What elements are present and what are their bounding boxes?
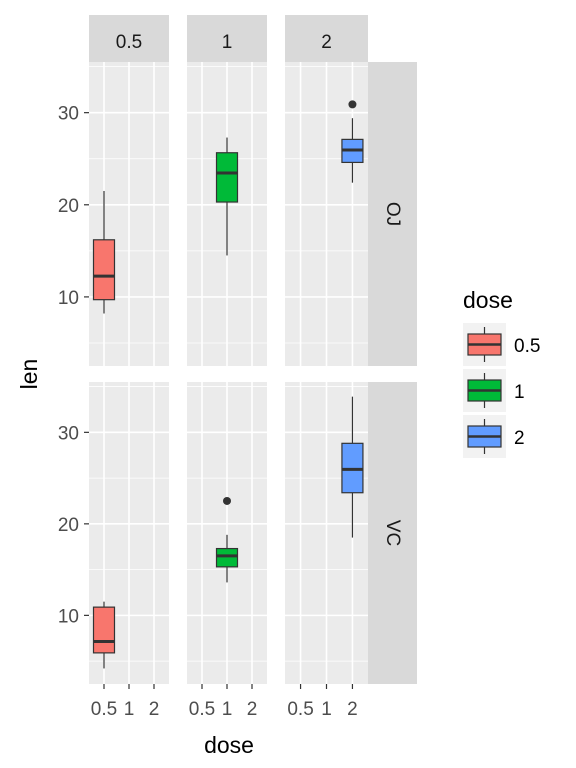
x-tick-label: 0.5 <box>189 699 215 720</box>
panel-VC-1 <box>187 382 267 684</box>
legend: dose 0.5 1 2 <box>463 287 540 458</box>
x-tick-label: 1 <box>222 699 233 720</box>
legend-label: 2 <box>514 428 525 449</box>
legend-key-1: 1 <box>463 369 525 412</box>
column-strip-2 <box>285 15 368 62</box>
column-strip-0.5 <box>89 15 169 62</box>
legend-key-0.5: 0.5 <box>463 323 540 366</box>
row-strip-OJ <box>368 62 417 366</box>
box <box>92 239 116 301</box>
x-tick-label: 0.5 <box>91 699 117 720</box>
row-strip-label: OJ <box>382 202 403 226</box>
y-tick-label: 10 <box>58 288 79 309</box>
outlier-point <box>348 100 357 109</box>
y-tick-label: 30 <box>58 104 79 125</box>
x-tick-label: 2 <box>247 699 258 720</box>
row-strips: OJ VC <box>368 62 417 684</box>
legend-label: 0.5 <box>514 336 540 357</box>
y-axis-title: len <box>16 359 42 390</box>
column-strip-label: 0.5 <box>116 32 142 53</box>
column-strip-label: 2 <box>321 32 332 53</box>
column-strip-label: 1 <box>222 32 233 53</box>
boxplot-VC-1 <box>215 496 239 583</box>
legend-title: dose <box>463 287 513 313</box>
x-tick-label: 2 <box>149 699 160 720</box>
x-axes: 0.5 1 2 0.5 1 2 0.5 1 2 <box>91 684 358 720</box>
legend-key-2: 2 <box>463 415 525 458</box>
row-strip-VC <box>368 382 417 684</box>
boxplot-OJ-1 <box>215 137 239 256</box>
box <box>92 606 116 654</box>
x-tick-label: 1 <box>321 699 332 720</box>
x-axis-title: dose <box>204 732 254 758</box>
y-tick-label: 20 <box>58 515 79 536</box>
panels-layer <box>89 62 368 684</box>
panel-VC-2 <box>285 382 368 684</box>
y-tick-label: 10 <box>58 606 79 627</box>
x-tick-label: 1 <box>124 699 135 720</box>
y-tick-label: 30 <box>58 423 79 444</box>
y-tick-label: 20 <box>58 196 79 217</box>
boxplot-OJ-2 <box>341 100 364 183</box>
boxplot-OJ-0.5 <box>92 190 116 314</box>
outlier-point <box>223 496 231 505</box>
panel-OJ-2 <box>285 62 368 366</box>
box <box>215 152 239 203</box>
column-strips: 0.5 1 2 <box>89 15 368 62</box>
y-axes: 10 20 30 10 20 30 <box>58 104 89 627</box>
boxplot-VC-0.5 <box>92 601 116 669</box>
box <box>215 547 239 568</box>
column-strip-1 <box>187 15 267 62</box>
legend-label: 1 <box>514 382 525 403</box>
x-tick-label: 0.5 <box>287 699 313 720</box>
x-tick-label: 2 <box>347 699 358 720</box>
row-strip-label: VC <box>382 520 403 546</box>
panel-OJ-0.5 <box>89 62 169 366</box>
boxplot-VC-2 <box>341 396 364 538</box>
